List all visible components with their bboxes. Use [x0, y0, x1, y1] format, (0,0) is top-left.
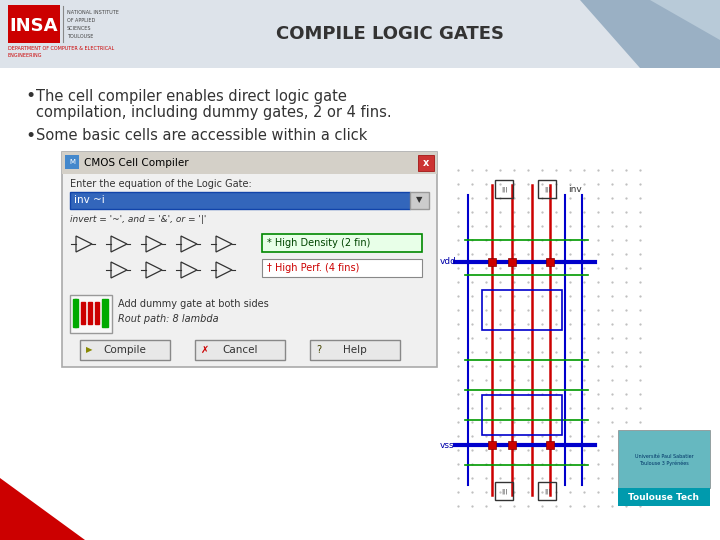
Bar	[262, 234, 422, 252]
Bar	[102, 299, 105, 327]
Bar	[81, 302, 85, 324]
Bar	[80, 340, 170, 360]
Text: Compile: Compile	[104, 345, 146, 355]
Bar	[418, 155, 434, 171]
Text: ▼: ▼	[415, 195, 422, 205]
Text: |||: |||	[501, 488, 507, 494]
Text: inv: inv	[568, 186, 582, 194]
Bar	[8, 5, 60, 43]
Text: |||: |||	[501, 186, 507, 192]
Polygon shape	[580, 0, 720, 68]
Text: COMPILE LOGIC GATES: COMPILE LOGIC GATES	[276, 25, 504, 43]
Bar	[538, 482, 556, 500]
Bar	[546, 258, 554, 266]
Bar	[546, 441, 554, 449]
Bar	[488, 441, 496, 449]
Text: CMOS Cell Compiler: CMOS Cell Compiler	[84, 158, 189, 168]
Text: Cancel: Cancel	[222, 345, 258, 355]
Text: M: M	[69, 159, 75, 165]
Text: ✗: ✗	[201, 345, 209, 355]
Bar	[508, 441, 516, 449]
Text: x: x	[423, 158, 429, 168]
Text: The cell compiler enables direct logic gate: The cell compiler enables direct logic g…	[36, 89, 347, 104]
Text: TOULOUSE: TOULOUSE	[67, 34, 94, 39]
Bar	[482, 395, 562, 435]
Text: Rout path: 8 lambda: Rout path: 8 lambda	[118, 314, 219, 324]
Text: ENGINEERING: ENGINEERING	[8, 53, 42, 58]
Bar	[495, 180, 513, 198]
Text: Université Paul Sabatier
Toulouse 3 Pyrénées: Université Paul Sabatier Toulouse 3 Pyré…	[634, 454, 693, 465]
Text: Toulouse Tech: Toulouse Tech	[629, 492, 700, 502]
Text: •: •	[25, 127, 35, 145]
Text: invert = '~', and = '&', or = '|': invert = '~', and = '&', or = '|'	[70, 214, 207, 224]
Text: •: •	[25, 87, 35, 105]
Bar	[73, 299, 76, 327]
Bar	[618, 430, 710, 488]
Text: |||: |||	[544, 186, 550, 192]
Text: inv ~i: inv ~i	[74, 195, 104, 205]
Bar	[70, 295, 112, 333]
Bar	[195, 340, 285, 360]
Text: vdd: vdd	[440, 258, 457, 267]
Text: NATIONAL INSTITUTE: NATIONAL INSTITUTE	[67, 10, 119, 15]
Text: ?: ?	[316, 345, 321, 355]
Text: Some basic cells are accessible within a click: Some basic cells are accessible within a…	[36, 129, 367, 144]
Polygon shape	[650, 0, 720, 40]
Bar	[0, 0, 720, 68]
Bar	[482, 290, 562, 330]
Text: INSA: INSA	[10, 17, 58, 35]
Text: Add dummy gate at both sides: Add dummy gate at both sides	[118, 299, 269, 309]
Text: Enter the equation of the Logic Gate:: Enter the equation of the Logic Gate:	[70, 179, 252, 189]
Bar	[70, 192, 410, 209]
Bar	[310, 340, 400, 360]
Text: OF APPLIED: OF APPLIED	[67, 18, 95, 23]
Bar	[495, 482, 513, 500]
Text: Help: Help	[343, 345, 367, 355]
Bar	[262, 259, 422, 277]
Bar	[95, 302, 99, 324]
Bar	[105, 299, 108, 327]
Polygon shape	[0, 478, 85, 540]
Bar	[62, 152, 437, 367]
Bar	[488, 258, 496, 266]
Text: † High Perf. (4 fins): † High Perf. (4 fins)	[267, 263, 359, 273]
Bar	[538, 180, 556, 198]
Bar	[410, 192, 429, 209]
Text: |||: |||	[544, 488, 550, 494]
Text: SCIENCES: SCIENCES	[67, 26, 91, 31]
Text: ▶: ▶	[86, 346, 92, 354]
Text: vss: vss	[440, 441, 454, 449]
Bar	[508, 258, 516, 266]
Text: compilation, including dummy gates, 2 or 4 fins.: compilation, including dummy gates, 2 or…	[36, 105, 392, 120]
Text: DEPARTMENT OF COMPUTER & ELECTRICAL: DEPARTMENT OF COMPUTER & ELECTRICAL	[8, 46, 114, 51]
Bar	[75, 299, 78, 327]
Bar	[618, 488, 710, 506]
Bar	[62, 152, 437, 174]
Bar	[88, 302, 92, 324]
Text: * High Density (2 fin): * High Density (2 fin)	[267, 238, 370, 248]
Bar	[65, 155, 79, 169]
